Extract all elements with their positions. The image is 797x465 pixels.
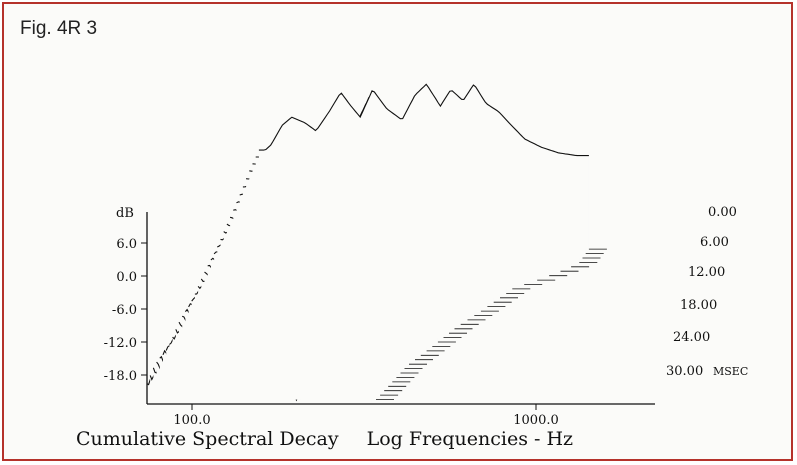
y-tick-label: -18.0 [104, 369, 137, 384]
time-tick-label: 6.00 [700, 235, 729, 250]
x-axis-label: Log Frequencies - Hz [366, 428, 574, 450]
figure-label: Fig. 4R 3 [20, 18, 98, 39]
y-tick-label: 0.0 [116, 270, 137, 285]
y-ticks: 6.0 0.0 -6.0 -12.0 -18.0 [104, 237, 147, 384]
time-tick-label: 12.00 [688, 265, 725, 280]
y-axis-label: dB [116, 206, 134, 221]
x-tick-label: 100.0 [173, 413, 210, 428]
time-ticks: 0.00 6.00 12.00 18.00 24.00 30.00 MSEC [666, 205, 748, 379]
y-tick-label: 6.0 [116, 237, 137, 252]
chart-caption: Cumulative Spectral Decay Log Frequencie… [76, 428, 573, 450]
time-tick-label: 24.00 [673, 330, 710, 345]
y-tick-label: -6.0 [112, 303, 137, 318]
slice-fill [258, 84, 589, 250]
decay-slices [146, 83, 607, 405]
x-tick-label: 1000.0 [513, 413, 559, 428]
time-tick-label: 30.00 [666, 364, 703, 379]
chart-title: Cumulative Spectral Decay [76, 428, 339, 450]
time-axis-unit: MSEC [713, 365, 748, 378]
time-tick-label: 0.00 [708, 205, 737, 220]
y-tick-label: -12.0 [104, 336, 137, 351]
time-tick-label: 18.00 [680, 298, 717, 313]
decay-slice-line [258, 83, 589, 157]
x-ticks: 100.0 1000.0 [173, 404, 559, 428]
